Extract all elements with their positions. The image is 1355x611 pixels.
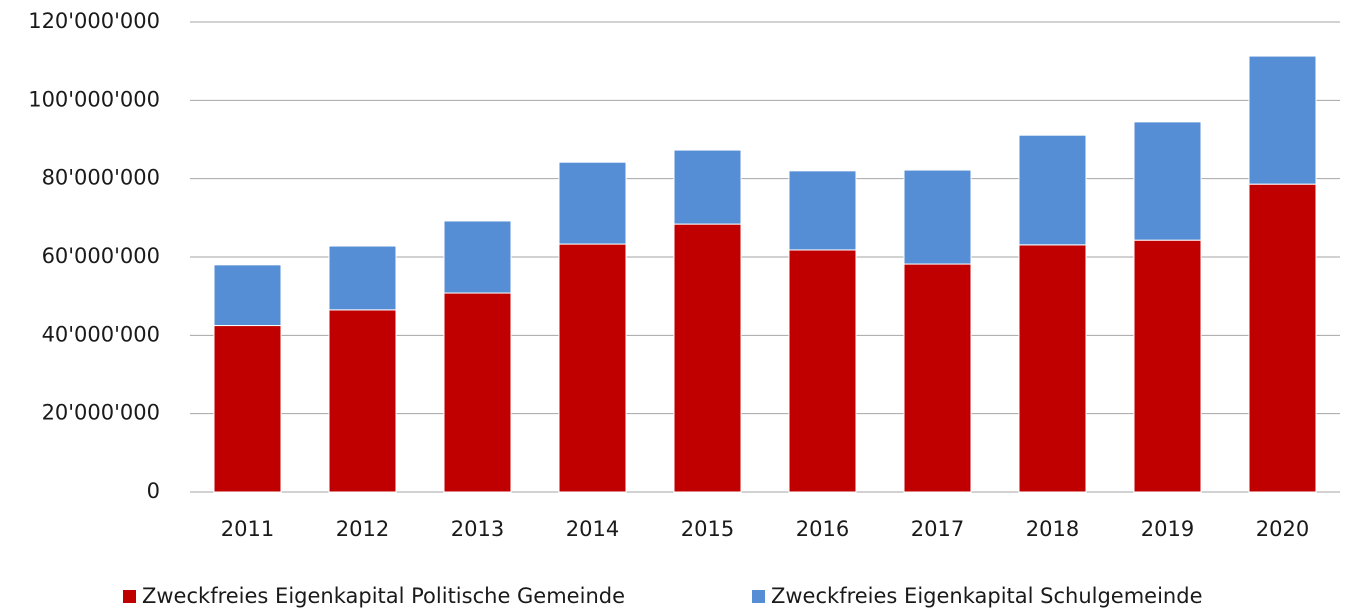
x-tick-label: 2018	[1026, 517, 1079, 541]
x-tick-label: 2015	[681, 517, 734, 541]
legend-label: Zweckfreies Eigenkapital Schulgemeinde	[771, 584, 1203, 608]
y-tick-label: 0	[147, 479, 160, 503]
bar-segment	[1133, 239, 1202, 493]
x-tick-label: 2020	[1256, 517, 1309, 541]
bar-segment	[1133, 121, 1202, 241]
y-tick-label: 20'000'000	[42, 401, 160, 425]
bar-segment	[1018, 134, 1087, 246]
x-tick-label: 2012	[336, 517, 389, 541]
bar-segment	[328, 245, 397, 311]
x-tick-label: 2014	[566, 517, 619, 541]
bar-segment	[558, 161, 627, 245]
x-tick-label: 2016	[796, 517, 849, 541]
bar-segment	[903, 263, 972, 493]
x-tick-label: 2017	[911, 517, 964, 541]
bar-segment	[788, 249, 857, 493]
y-tick-label: 60'000'000	[42, 244, 160, 268]
bar-segment	[328, 309, 397, 493]
bar-segment	[443, 220, 512, 294]
bar-segment	[1248, 183, 1317, 493]
bar-segment	[1018, 244, 1087, 493]
bar-segment	[213, 264, 282, 327]
legend-swatch	[123, 590, 136, 603]
bar-segment	[788, 170, 857, 251]
y-tick-label: 40'000'000	[42, 322, 160, 346]
x-tick-label: 2019	[1141, 517, 1194, 541]
legend-swatch	[752, 590, 765, 603]
bar-segment	[673, 223, 742, 493]
bar-segment	[673, 149, 742, 225]
bar-segment	[903, 169, 972, 265]
x-tick-label: 2011	[221, 517, 274, 541]
bar-segment	[558, 243, 627, 493]
y-tick-label: 100'000'000	[28, 87, 160, 111]
legend-label: Zweckfreies Eigenkapital Politische Geme…	[142, 584, 625, 608]
y-tick-label: 120'000'000	[28, 9, 160, 33]
bar-segment	[443, 292, 512, 493]
x-tick-label: 2013	[451, 517, 504, 541]
bar-segment	[213, 325, 282, 493]
bar-segment	[1248, 55, 1317, 185]
y-tick-label: 80'000'000	[42, 166, 160, 190]
